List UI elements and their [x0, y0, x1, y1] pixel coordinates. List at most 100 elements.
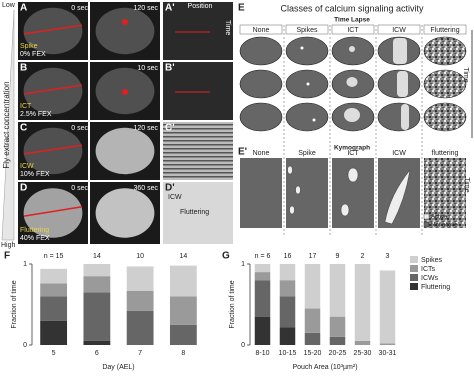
- class-header: [423, 24, 467, 35]
- x-tick-label: 25-30: [354, 350, 372, 357]
- spike: [306, 82, 310, 86]
- timestamp: 10 sec: [137, 65, 158, 72]
- ict-blob: [346, 77, 358, 87]
- tissue-schematic: [377, 102, 421, 132]
- timestamp: 120 sec: [133, 125, 158, 132]
- bar-segment: [279, 264, 296, 281]
- activity-label: Fluttering: [20, 227, 49, 234]
- gradient-high: High: [1, 242, 16, 249]
- bar-segment: [126, 290, 154, 311]
- kymo-line: [23, 144, 83, 155]
- bar-segment: [354, 340, 371, 345]
- fex-label: 40% FEX: [20, 235, 50, 242]
- kymo-annotation: ICW: [168, 194, 182, 201]
- tissue: [95, 188, 155, 238]
- legend-swatch: [410, 283, 418, 290]
- y-axis-label: Fraction of time: [229, 280, 236, 328]
- gradient-label: Fly extract concentration: [2, 81, 11, 168]
- kymo-ict: [347, 167, 359, 183]
- class-header: [377, 24, 421, 35]
- panel-letter: B: [20, 63, 27, 74]
- tissue-schematic: [285, 102, 329, 132]
- kymo-spike: [287, 165, 293, 175]
- bar-segment: [83, 292, 111, 341]
- tissue-schematic: [423, 102, 467, 132]
- bar-segment: [40, 296, 68, 321]
- tissue-schematic: [239, 102, 283, 132]
- timestamp: 0 sec: [71, 125, 88, 132]
- timestamp: 120 sec: [133, 5, 158, 12]
- bar-segment: [279, 296, 296, 328]
- axis-label: Position: [188, 3, 213, 10]
- bar-segment: [329, 316, 346, 337]
- kymo-panel: [240, 158, 282, 228]
- kymo-line: [23, 84, 83, 95]
- kymo-class-label: None: [253, 150, 270, 157]
- bar-segment: [126, 310, 154, 345]
- time-lapse-label: Time Lapse: [334, 17, 370, 24]
- bar-segment: [354, 264, 371, 341]
- panel-letter: C: [20, 123, 27, 134]
- kymograph-label: Kymograph: [334, 145, 370, 152]
- legend-swatch: [423, 213, 430, 220]
- bar-segment: [279, 280, 296, 297]
- kymo-ict: [340, 203, 350, 217]
- activity-label: Spike: [20, 43, 38, 50]
- activity-label: ICW: [20, 163, 34, 170]
- legend-swatch: [423, 221, 430, 228]
- bar-segment: [169, 265, 197, 297]
- panel-letter: E: [238, 3, 245, 14]
- kymo-annotation: Fluttering: [180, 209, 209, 216]
- kymo-line: [23, 206, 83, 217]
- panel-letter: A': [165, 3, 175, 14]
- legend-label: Fluttering: [421, 284, 450, 291]
- legend-swatch: [410, 274, 418, 281]
- x-tick-label: 10-15: [279, 350, 297, 357]
- bar-segment: [254, 264, 271, 273]
- class-header: [239, 24, 283, 35]
- kymo-class-label: Spike: [298, 150, 316, 157]
- n-label: 17: [309, 253, 317, 260]
- n-label: n = 15: [44, 253, 64, 260]
- kymo-icw: [384, 169, 411, 225]
- kymograph: [163, 62, 233, 120]
- spike: [300, 46, 304, 50]
- schematic-title: Classes of calcium signaling activity: [280, 3, 424, 13]
- kymo-spike: [289, 205, 295, 215]
- x-tick-label: 5: [52, 350, 56, 357]
- y-tick-label: 1: [23, 261, 27, 268]
- time-label: Time: [462, 67, 469, 82]
- x-tick-label: 20-25: [329, 350, 347, 357]
- icw-front: [401, 104, 409, 130]
- kymograph: [163, 122, 233, 180]
- n-label: n = 6: [255, 253, 271, 260]
- tissue-schematic: [239, 69, 283, 99]
- kymo-line: [23, 24, 83, 35]
- bar-segment: [169, 324, 197, 345]
- class-label: None: [253, 27, 270, 34]
- tissue-schematic: [423, 36, 467, 66]
- kymo-panel: [424, 158, 466, 228]
- timestamp: 0 sec: [71, 5, 88, 12]
- fex-label: 10% FEX: [20, 171, 50, 178]
- bar-segment: [40, 283, 68, 297]
- n-label: 10: [136, 253, 144, 260]
- bar-segment: [279, 327, 296, 345]
- class-label: ICT: [347, 27, 359, 34]
- bar-segment: [379, 270, 396, 344]
- activity-label: ICT: [20, 103, 32, 110]
- tissue: [95, 127, 155, 175]
- class-header: [285, 24, 329, 35]
- panel-letter: G: [222, 251, 230, 262]
- legend-label: Spikes: [421, 257, 443, 264]
- n-label: 14: [179, 253, 187, 260]
- tissue: [23, 188, 83, 238]
- kymo-spike: [295, 185, 301, 195]
- legend-swatch: [410, 256, 418, 263]
- y-tick-label: 1: [241, 261, 245, 268]
- legend-label: ICWs: [421, 275, 439, 282]
- timestamp: 360 sec: [133, 185, 158, 192]
- bar-segment: [304, 332, 321, 345]
- tissue: [23, 67, 83, 115]
